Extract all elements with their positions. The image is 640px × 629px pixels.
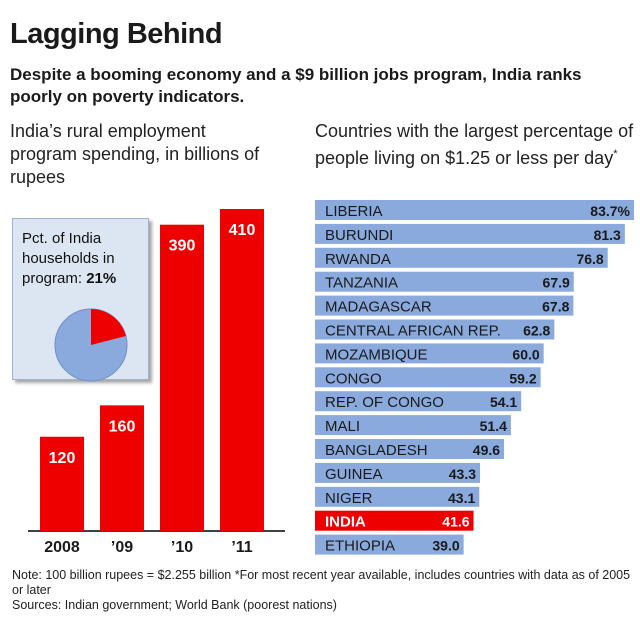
category-label: TANZANIA — [325, 275, 398, 292]
chart-subtitle: Despite a booming economy and a $9 billi… — [10, 65, 582, 106]
households-inset: Pct. of India households in program: 21% — [12, 218, 149, 382]
bar — [315, 247, 608, 268]
bar — [315, 391, 522, 412]
left-chart-heading: India’s rural employment program spendin… — [10, 121, 260, 187]
bar-value-label: 59.2 — [509, 370, 536, 386]
bar — [160, 224, 204, 531]
bar-value-label: 81.3 — [594, 227, 621, 243]
category-label: BURUNDI — [325, 227, 393, 244]
bar — [315, 439, 505, 459]
bar-value-label: 49.6 — [473, 442, 500, 458]
x-tick-label: ’10 — [171, 539, 193, 556]
inset-label: Pct. of India households in program: — [22, 230, 115, 287]
bar — [315, 486, 480, 507]
households-pie — [54, 308, 128, 382]
bar — [315, 200, 634, 220]
bar — [315, 271, 574, 292]
bar — [315, 367, 541, 388]
bar — [315, 510, 474, 531]
bar-value-label: 410 — [229, 222, 256, 239]
bar — [315, 319, 555, 340]
poverty-bar-chart: LIBERIA 83.7% BURUNDI 81.3 RWANDA 76.8 TANZANI… — [315, 200, 634, 555]
right-chart-heading: Countries with the largest percentage of… — [315, 120, 635, 170]
inset-text: Pct. of India households in program: 21% — [22, 229, 146, 289]
category-label: BANGLADESH — [325, 442, 428, 459]
bar — [40, 436, 84, 531]
bar-value-label: 43.1 — [448, 490, 475, 506]
bar-value-label: 39.0 — [432, 538, 459, 554]
category-label: ETHIOPIA — [325, 538, 395, 555]
bar — [315, 534, 464, 555]
bar-value-label: 54.1 — [490, 394, 517, 410]
bar — [100, 405, 144, 531]
bar-value-label: 62.8 — [523, 323, 550, 339]
footnote-mark: * — [613, 148, 618, 160]
bar — [315, 295, 574, 316]
bar-value-label: 83.7% — [590, 203, 630, 219]
category-label: RWANDA — [325, 251, 391, 268]
footnotes: Note: 100 billion rupees = $2.255 billio… — [12, 568, 632, 613]
category-label: MOZAMBIQUE — [325, 346, 428, 363]
bar-value-label: 51.4 — [480, 418, 507, 434]
bar — [315, 415, 511, 436]
bar-value-label: 160 — [109, 418, 136, 435]
pie-slice-program — [91, 309, 126, 345]
category-label: CONGO — [325, 370, 382, 387]
sources-line: Sources: Indian government; World Bank (… — [12, 598, 337, 612]
x-tick-label: 2008 — [44, 539, 80, 556]
bar — [315, 343, 544, 364]
spending-bar-chart: 120 2008 160 ’09 390 ’10 410 ’11 — [28, 209, 285, 556]
category-label: MADAGASCAR — [325, 299, 432, 316]
bar — [315, 462, 481, 483]
bar-value-label: 67.8 — [542, 299, 569, 315]
category-label: GUINEA — [325, 466, 383, 483]
bar-value-label: 41.6 — [442, 514, 469, 530]
category-label: LIBERIA — [325, 203, 383, 220]
category-label: REP. OF CONGO — [325, 394, 444, 411]
right-chart-heading-text: Countries with the largest percentage of… — [315, 121, 634, 168]
category-label: MALI — [325, 418, 360, 435]
category-label: CENTRAL AFRICAN REP. — [325, 323, 501, 340]
bar-value-label: 67.9 — [543, 275, 570, 291]
category-label: NIGER — [325, 490, 373, 507]
x-tick-label: ’11 — [231, 539, 252, 556]
bar-value-label: 120 — [49, 450, 76, 467]
category-label: INDIA — [325, 514, 366, 531]
bar-value-label: 390 — [169, 238, 196, 255]
inset-value: 21% — [86, 270, 117, 287]
chart-title: Lagging Behind — [10, 18, 223, 50]
x-tick-label: ’09 — [111, 539, 133, 556]
note-line: Note: 100 billion rupees = $2.255 billio… — [12, 568, 631, 597]
bar — [220, 209, 264, 531]
bar-value-label: 43.3 — [449, 466, 476, 482]
bar-value-label: 60.0 — [512, 346, 539, 362]
bar-value-label: 76.8 — [576, 251, 603, 267]
bar — [315, 223, 625, 244]
